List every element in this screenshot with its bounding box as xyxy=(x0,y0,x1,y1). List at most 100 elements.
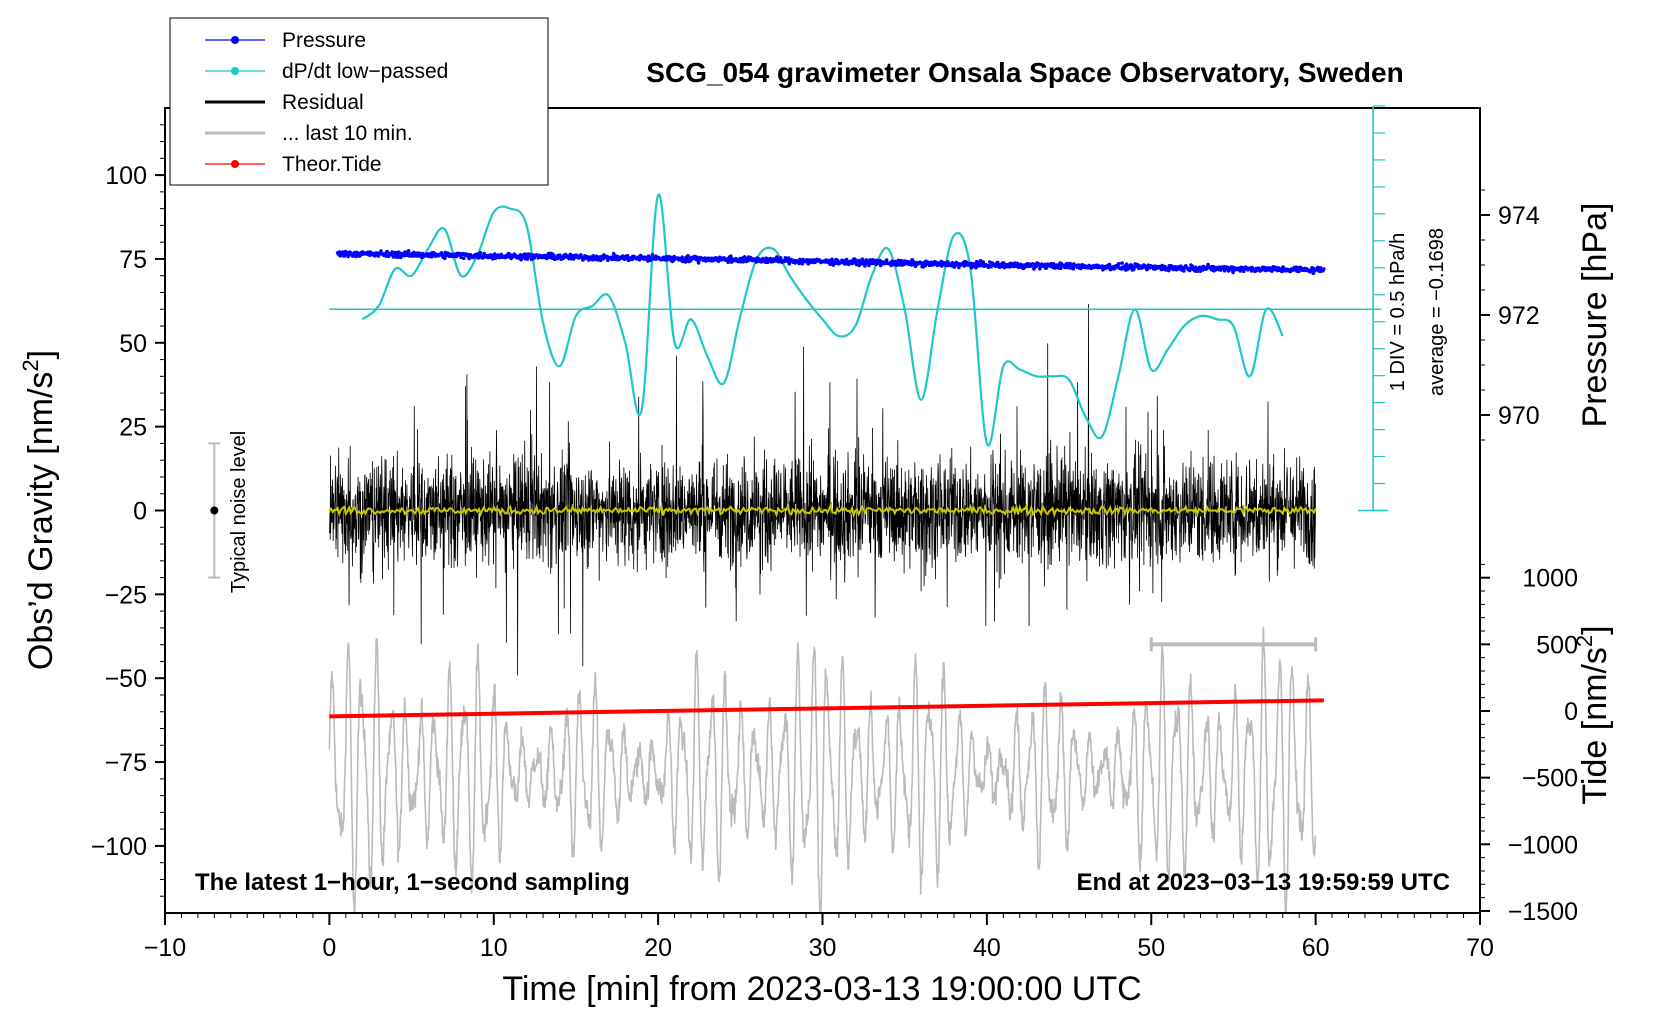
x-tick-label: 60 xyxy=(1302,934,1330,962)
axes-layer: −10 0 10 20 30 40 50 60 701007550250−25−50−75−10… xyxy=(91,105,1578,962)
x-tick-label: 50 xyxy=(1137,934,1165,962)
tide-axis-title: Tide [nm/s2] xyxy=(1572,625,1614,804)
y-axis-title: Obs’d Gravity [nm/s2] xyxy=(18,350,60,670)
tide-axis-title-end: ] xyxy=(1576,625,1614,634)
pressure-point xyxy=(1182,269,1186,273)
pressure-point xyxy=(1107,262,1112,267)
y-axis-title-end: ] xyxy=(22,350,60,359)
pressure-point xyxy=(1322,267,1326,271)
pressure-tick-label: 972 xyxy=(1498,302,1540,330)
pressure-point xyxy=(981,260,986,264)
y-axis-title-sup: 2 xyxy=(18,359,43,371)
y-axis-title-base: Obs’d Gravity [nm/s xyxy=(22,372,60,671)
pressure-point xyxy=(800,261,805,266)
y-tick-label: −25 xyxy=(105,581,147,609)
tide-tick-label: −500 xyxy=(1522,765,1578,793)
svg-text:Tide [nm/s2]: Tide [nm/s2] xyxy=(1572,625,1614,804)
pressure-point xyxy=(390,250,395,254)
noise-level-label: Typical noise level xyxy=(228,431,250,593)
svg-text:Obs’d Gravity [nm/s2]: Obs’d Gravity [nm/s2] xyxy=(18,350,60,670)
pressure-point xyxy=(683,260,688,264)
legend: Pressure dP/dt low−passed Residual ... last… xyxy=(169,17,549,186)
pressure-point xyxy=(696,261,701,265)
pressure-point xyxy=(978,259,983,263)
y-tick-label: 50 xyxy=(119,330,147,358)
tide-tick-label: 500 xyxy=(1536,631,1578,659)
pressure-point xyxy=(1190,264,1195,269)
pressure-point xyxy=(686,254,690,258)
x-axis-title: Time [min] from 2023-03-13 19:00:00 UTC xyxy=(502,970,1141,1008)
pressure-point xyxy=(406,249,411,253)
x-tick-label: 20 xyxy=(644,934,672,962)
pressure-point xyxy=(532,256,536,260)
pressure-point xyxy=(884,258,889,262)
pressure-point xyxy=(1071,266,1076,271)
chart-title: SCG_054 gravimeter Onsala Space Observat… xyxy=(646,57,1403,88)
legend-label: ... last 10 min. xyxy=(282,122,413,145)
pressure-point xyxy=(1231,270,1235,275)
legend-marker xyxy=(231,67,239,75)
pressure-point xyxy=(1318,266,1323,270)
series-pressure xyxy=(335,249,1326,276)
pressure-point xyxy=(860,257,865,262)
pressure-point xyxy=(462,256,466,261)
y-tick-label: 0 xyxy=(133,498,147,526)
pressure-point xyxy=(1015,261,1020,266)
pressure-point xyxy=(830,257,834,262)
pressure-point xyxy=(594,254,599,259)
legend-label: Residual xyxy=(282,91,364,114)
series-theor-tide xyxy=(329,698,1324,719)
tide-axis-title-sup: 2 xyxy=(1572,635,1597,647)
pressure-point xyxy=(1059,266,1063,271)
pressure-point xyxy=(342,254,347,258)
pressure-point xyxy=(775,255,779,259)
x-tick-label: 0 xyxy=(322,934,336,962)
pressure-point xyxy=(741,260,746,264)
clipped-series xyxy=(328,193,1382,913)
x-tick-label: 70 xyxy=(1466,934,1494,962)
annotation-right: End at 2023−03−13 19:59:59 UTC xyxy=(1076,869,1450,896)
pressure-point xyxy=(1120,261,1124,265)
pressure-point xyxy=(878,258,882,263)
pressure-point xyxy=(650,253,655,257)
x-tick-label: −10 xyxy=(144,934,186,962)
y-tick-label: 25 xyxy=(119,414,147,442)
legend-marker xyxy=(231,160,239,168)
legend-label: Pressure xyxy=(282,29,366,52)
series-residual-smoothed xyxy=(328,501,1317,519)
y-tick-label: −75 xyxy=(105,749,147,777)
series-residual xyxy=(329,303,1316,676)
y-tick-label: −100 xyxy=(91,833,147,861)
pressure-point xyxy=(478,251,483,255)
pressure-point xyxy=(337,250,342,254)
series-dpdt xyxy=(361,193,1284,447)
x-tick-label: 10 xyxy=(480,934,508,962)
pressure-tick-label: 970 xyxy=(1498,402,1540,430)
legend-label: Theor.Tide xyxy=(282,153,382,176)
tide-tick-label: 0 xyxy=(1564,698,1578,726)
pressure-point xyxy=(625,254,630,258)
tide-tick-label: −1500 xyxy=(1508,898,1578,926)
dpdt-average-label: average = −0.1698 xyxy=(1426,228,1448,396)
series-last10 xyxy=(328,626,1317,913)
pressure-point xyxy=(778,255,783,260)
noise-bar-center xyxy=(210,506,219,515)
pressure-axis-title: Pressure [hPa] xyxy=(1576,203,1614,428)
annotation-left: The latest 1−hour, 1−second sampling xyxy=(195,869,630,896)
y-tick-label: 75 xyxy=(119,246,147,274)
series-layer xyxy=(208,193,1382,913)
legend-label: dP/dt low−passed xyxy=(282,60,448,83)
y-tick-label: −50 xyxy=(105,665,147,693)
y-tick-label: 100 xyxy=(105,162,147,190)
tide-tick-label: 1000 xyxy=(1522,565,1578,593)
tide-tick-label: −1000 xyxy=(1508,831,1578,859)
x-tick-label: 30 xyxy=(809,934,837,962)
x-tick-label: 40 xyxy=(973,934,1001,962)
legend-marker xyxy=(231,36,239,44)
tide-axis-title-base: Tide [nm/s xyxy=(1576,647,1614,804)
pressure-tick-label: 974 xyxy=(1498,202,1540,230)
pressure-point xyxy=(611,251,616,256)
dpdt-scale-label: 1 DIV = 0.5 hPa/h xyxy=(1387,233,1409,391)
pressure-point xyxy=(1116,262,1121,266)
